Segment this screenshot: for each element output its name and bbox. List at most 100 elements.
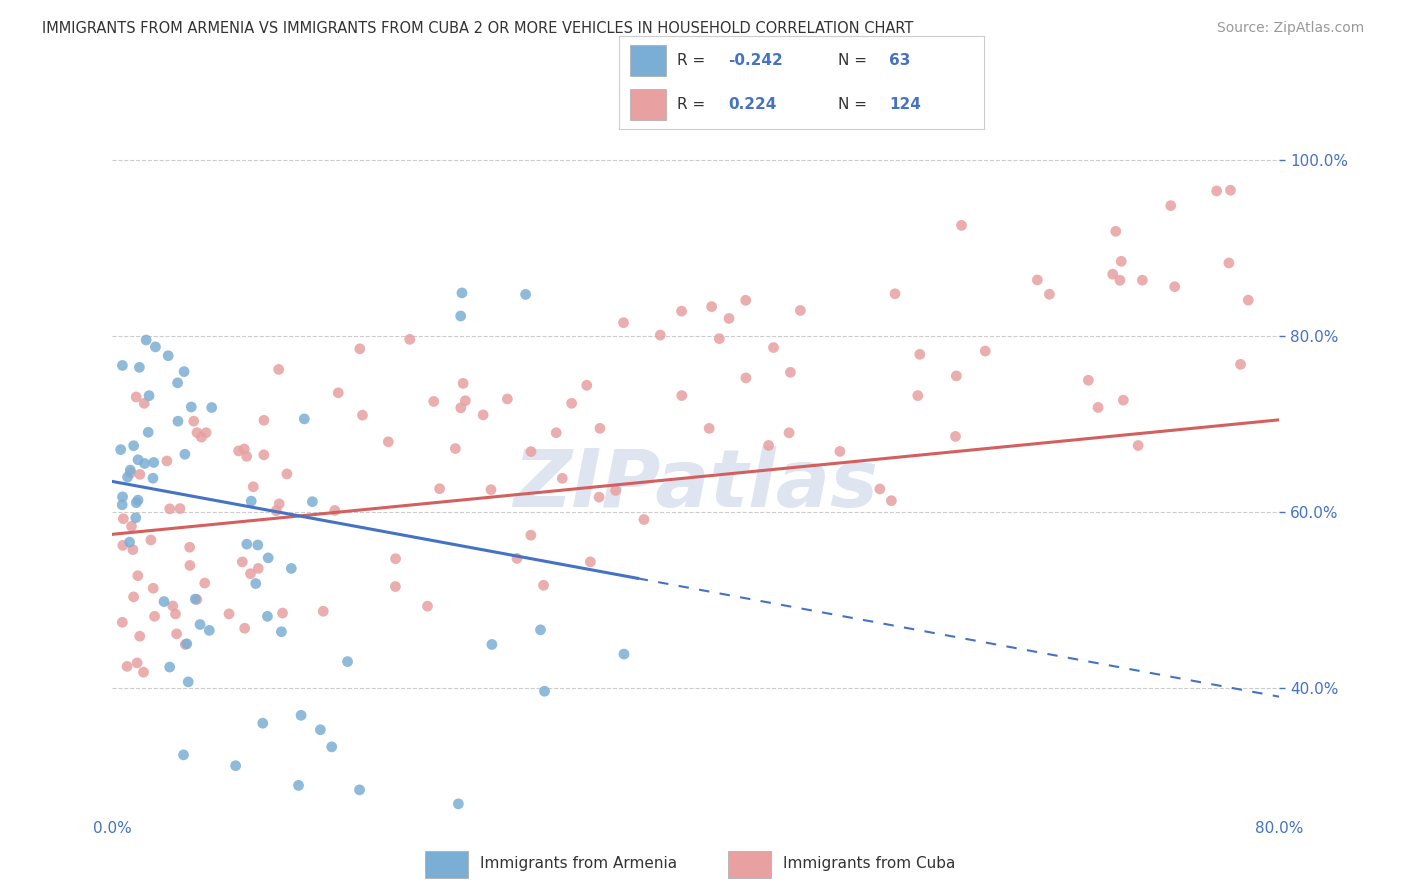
Point (280, 561, 302, 575)
Point (246, 538, 269, 552)
Point (165, 607, 187, 621)
Point (142, 455, 165, 469)
Text: Immigrants from Armenia: Immigrants from Armenia (481, 855, 678, 871)
Point (828, 444, 851, 458)
Point (120, 466, 142, 480)
Text: Immigrants from Cuba: Immigrants from Cuba (783, 855, 956, 871)
Point (1205, 184, 1227, 198)
Point (169, 501, 191, 516)
Point (139, 533, 162, 547)
Point (128, 360, 150, 375)
Point (384, 551, 406, 566)
Point (551, 471, 574, 485)
Point (671, 388, 693, 402)
Point (398, 332, 420, 346)
Point (233, 442, 256, 456)
Point (270, 624, 292, 639)
Point (159, 501, 181, 516)
Point (173, 365, 195, 379)
Point (128, 467, 150, 482)
Point (447, 797, 470, 811)
Point (533, 684, 555, 698)
Point (1087, 401, 1109, 415)
Point (125, 496, 148, 510)
Point (156, 454, 179, 468)
Point (323, 503, 346, 517)
Point (134, 457, 156, 471)
Text: N =: N = (838, 97, 872, 112)
Point (194, 576, 217, 591)
Point (231, 555, 253, 569)
Point (111, 538, 134, 552)
Point (115, 659, 138, 673)
Point (120, 463, 142, 477)
Point (612, 316, 634, 330)
Point (697, 421, 720, 435)
Point (416, 599, 439, 614)
Point (451, 376, 474, 391)
Point (422, 394, 444, 409)
Point (138, 389, 160, 403)
Point (945, 368, 967, 383)
Point (166, 376, 188, 390)
Point (1101, 267, 1123, 281)
Point (718, 311, 741, 326)
Point (110, 442, 132, 457)
Point (111, 359, 134, 373)
Point (136, 425, 159, 440)
Point (613, 647, 636, 661)
Point (950, 219, 973, 233)
Point (479, 483, 502, 497)
Point (145, 340, 167, 354)
Point (1077, 373, 1099, 387)
Point (118, 535, 141, 549)
Point (1164, 279, 1187, 293)
Point (183, 414, 205, 428)
Point (132, 665, 155, 680)
Text: R =: R = (678, 97, 716, 112)
Point (186, 592, 208, 607)
Point (239, 566, 262, 581)
Point (240, 494, 263, 508)
Point (735, 371, 758, 385)
Point (190, 430, 212, 444)
Point (450, 401, 472, 415)
Point (292, 412, 315, 426)
Point (481, 637, 503, 651)
Point (157, 349, 180, 363)
Point (1026, 273, 1049, 287)
Point (122, 439, 145, 453)
Point (198, 624, 221, 638)
Point (179, 540, 201, 554)
Point (1112, 393, 1135, 408)
Point (880, 493, 903, 508)
Point (142, 581, 165, 595)
FancyBboxPatch shape (728, 851, 770, 878)
Point (1109, 254, 1132, 268)
Point (1160, 199, 1182, 213)
Point (520, 528, 543, 542)
Point (589, 421, 612, 435)
Point (700, 300, 723, 314)
Point (247, 561, 270, 575)
Point (159, 660, 181, 674)
Point (301, 494, 323, 508)
Point (758, 438, 780, 452)
Point (177, 674, 200, 689)
Point (1237, 293, 1260, 307)
Point (167, 414, 190, 428)
Point (1038, 287, 1060, 301)
Point (122, 590, 145, 604)
Point (884, 286, 907, 301)
Point (257, 550, 280, 565)
Point (121, 519, 143, 533)
Point (454, 393, 477, 408)
Point (1132, 273, 1154, 287)
Point (328, 385, 350, 400)
Point (546, 425, 568, 440)
Point (228, 444, 250, 458)
Point (352, 408, 374, 422)
Point (561, 396, 583, 410)
Point (143, 609, 166, 624)
Point (176, 637, 198, 651)
